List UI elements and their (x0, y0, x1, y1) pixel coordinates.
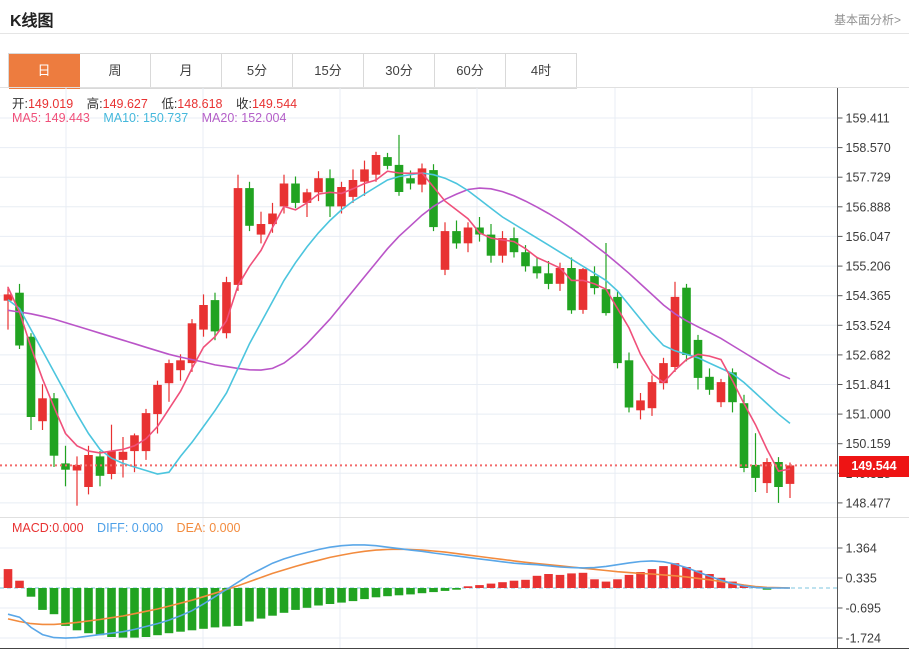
svg-text:148.477: 148.477 (846, 496, 891, 510)
ma20-value: 152.004 (241, 111, 287, 125)
close-label: 收: (235, 97, 252, 111)
svg-text:159.411: 159.411 (846, 112, 890, 126)
close-value: 149.544 (251, 97, 298, 111)
svg-text:151.000: 151.000 (846, 408, 891, 422)
macd-label: MACD: (12, 521, 53, 535)
svg-text:1.364: 1.364 (846, 542, 877, 556)
svg-text:156.047: 156.047 (846, 230, 891, 244)
dea-value: 0.000 (209, 521, 241, 535)
tab-week[interactable]: 周 (80, 54, 151, 89)
widget-header: K线图 基本面分析> (0, 0, 909, 34)
svg-text:151.841: 151.841 (846, 378, 891, 392)
svg-text:-1.724: -1.724 (846, 632, 881, 646)
svg-text:0.335: 0.335 (846, 572, 877, 586)
ma10-line (7, 172, 791, 475)
ma10-value: 150.737 (142, 111, 189, 125)
open-label: 开: (12, 97, 28, 111)
svg-text:-0.695: -0.695 (846, 602, 881, 616)
last-price-badge: 149.544 (839, 456, 909, 477)
tab-day[interactable]: 日 (9, 54, 80, 89)
macd-value: 0.000 (52, 521, 84, 535)
timeframe-tabs: 日 周 月 5分 15分 30分 60分 4时 (8, 53, 577, 89)
diff-line (7, 544, 790, 639)
macd-readout: MACD:0.000 DIFF: 0.000 DEA: 0.000 (12, 521, 251, 535)
main-candlestick-chart[interactable]: 159.411 158.570 157.729 156.888 156.047 155.2… (0, 88, 909, 517)
ma5-line (7, 170, 791, 473)
ma20-label: MA20: (201, 111, 238, 125)
ma10-label: MA10: (103, 111, 140, 125)
high-value: 149.627 (102, 97, 148, 111)
open-value: 149.019 (27, 97, 74, 111)
diff-label: DIFF: (97, 521, 129, 535)
svg-text:157.729: 157.729 (846, 171, 891, 185)
dea-label: DEA: (176, 521, 206, 535)
price-axis: 159.411 158.570 157.729 156.888 156.047 155.2… (837, 88, 891, 517)
tab-5min[interactable]: 5分 (222, 54, 293, 89)
ma-readout: MA5: 149.443 MA10: 150.737 MA20: 152.004 (12, 111, 296, 125)
svg-text:152.682: 152.682 (846, 348, 891, 362)
tab-30min[interactable]: 30分 (364, 54, 435, 89)
svg-text:150.159: 150.159 (846, 437, 891, 451)
ma5-label: MA5: (12, 111, 42, 125)
diff-value: 0.000 (131, 521, 164, 535)
svg-text:156.888: 156.888 (846, 200, 891, 214)
macd-grid-layer (0, 517, 909, 649)
candles-layer (3, 134, 795, 506)
ohlc-readout: 开:149.019 高:149.627 低:148.618 收:149.544 (12, 93, 307, 112)
tab-month[interactable]: 月 (151, 54, 222, 89)
page-title: K线图 (10, 13, 54, 30)
tab-4hour[interactable]: 4时 (506, 54, 577, 89)
ma5-value: 149.443 (44, 111, 90, 125)
fundamental-analysis-link[interactable]: 基本面分析> (833, 13, 901, 27)
high-label: 高: (86, 97, 103, 111)
ma20-line (7, 187, 791, 380)
svg-text:154.365: 154.365 (846, 289, 891, 303)
macd-axis: 1.364 0.335 -0.695 -1.724 (837, 517, 881, 649)
macd-chart[interactable]: 1.364 0.335 -0.695 -1.724 (0, 517, 909, 650)
svg-text:158.570: 158.570 (846, 141, 891, 155)
svg-text:155.206: 155.206 (846, 260, 891, 274)
svg-text:153.524: 153.524 (846, 319, 891, 333)
low-label: 低: (161, 97, 178, 111)
low-value: 148.618 (177, 97, 223, 111)
tab-15min[interactable]: 15分 (293, 54, 364, 89)
panel-divider (0, 87, 909, 88)
tab-60min[interactable]: 60分 (435, 54, 506, 89)
